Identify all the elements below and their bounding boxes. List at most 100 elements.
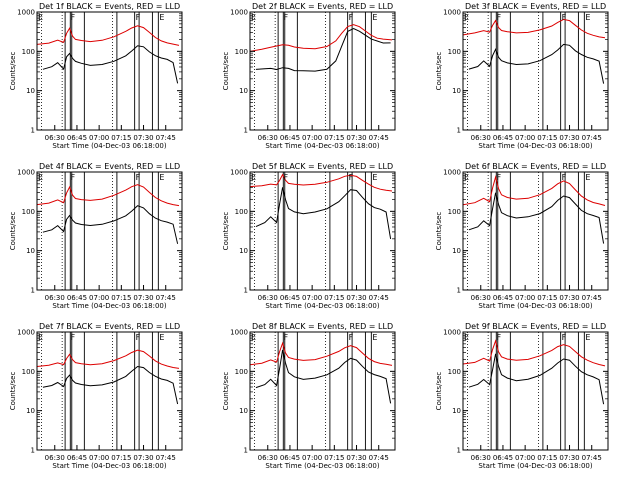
panel-title: Det 6f BLACK = Events, RED = LLD [465,162,606,171]
y-tick-label: 1000 [230,9,248,17]
y-tick-label: 10 [452,407,461,415]
x-tick-label: 07:30 [346,454,366,462]
plot-frame [249,171,396,291]
flag-label: E [38,333,43,342]
panel-title: Det 4f BLACK = Events, RED = LLD [39,162,180,171]
flag-label: F [349,333,354,342]
y-tick-label: 10 [26,87,35,95]
flag-label: E [372,173,377,182]
series-line-lld [463,18,606,39]
y-tick-label: 10 [26,407,35,415]
plot-area [250,172,393,290]
x-tick-label: 07:45 [582,134,602,142]
y-axis-label: Counts/sec [222,212,230,251]
y-tick-label: 1000 [443,169,461,177]
x-tick-label: 06:45 [67,454,87,462]
x-tick-label: 07:45 [369,294,389,302]
plot-frame [36,171,183,291]
x-tick-label: 07:15 [537,134,557,142]
x-tick-label: 06:45 [493,454,513,462]
plot-frame [36,331,183,451]
y-tick-label: 100 [235,368,248,376]
flag-label: E [38,173,43,182]
x-tick-label: 07:30 [346,134,366,142]
x-tick-label: 07:00 [89,294,109,302]
series-line-lld [250,173,393,192]
x-axis-label: Start Time (04-Dec-03 06:18:00) [265,142,379,150]
x-tick-label: 07:45 [369,134,389,142]
flag-label: F [562,173,567,182]
y-tick-label: 1000 [17,9,35,17]
panel-det-2: Det 2f BLACK = Events, RED = LLD E F F E 1 10 1… [222,2,396,150]
x-tick-label: 07:15 [111,454,131,462]
x-tick-label: 06:30 [258,134,278,142]
flag-label: F [349,13,354,22]
x-tick-label: 07:30 [133,454,153,462]
y-tick-label: 100 [235,208,248,216]
x-tick-label: 06:45 [280,454,300,462]
series-line-events [255,349,392,404]
plot-area [37,12,180,130]
x-axis-label: Start Time (04-Dec-03 06:18:00) [265,462,379,470]
flag-label: F [497,173,502,182]
x-tick-label: 06:45 [280,294,300,302]
y-tick-label: 1000 [230,329,248,337]
y-tick-label: 1000 [17,329,35,337]
x-axis-label: Start Time (04-Dec-03 06:18:00) [478,302,592,310]
plot-frame [462,331,609,451]
y-axis-label: Counts/sec [9,212,17,251]
x-tick-label: 07:45 [582,294,602,302]
flag-label: E [159,333,164,342]
series-line-events [255,28,391,72]
x-tick-label: 07:30 [559,134,579,142]
y-tick-label: 1 [31,447,35,455]
series-line-lld [463,175,606,206]
panel-det-4: Det 4f BLACK = Events, RED = LLD E F F E 1 10 1… [9,162,183,310]
series-line-lld [37,349,180,369]
series-line-lld [37,184,180,207]
x-tick-label: 07:45 [156,134,176,142]
y-tick-label: 1 [244,287,248,295]
panel-title: Det 1f BLACK = Events, RED = LLD [39,2,180,11]
series-line-events [255,187,392,239]
panel-title: Det 3f BLACK = Events, RED = LLD [465,2,606,11]
flag-label: F [136,13,141,22]
y-tick-label: 10 [452,87,461,95]
flag-label: E [372,13,377,22]
y-tick-label: 1 [244,127,248,135]
panel-det-5: Det 5f BLACK = Events, RED = LLD E F F E 1 10 1… [222,162,396,310]
x-axis-label: Start Time (04-Dec-03 06:18:00) [52,142,166,150]
y-tick-label: 100 [235,48,248,56]
x-tick-label: 07:15 [324,134,344,142]
x-tick-label: 07:00 [515,134,535,142]
flag-label: F [71,333,76,342]
x-tick-label: 07:00 [515,454,535,462]
plot-area [37,332,180,450]
x-tick-label: 07:15 [111,294,131,302]
panel-det-6: Det 6f BLACK = Events, RED = LLD E F F E 1 10 1… [435,162,609,310]
flag-label: F [284,173,289,182]
x-tick-label: 07:45 [156,454,176,462]
y-tick-label: 1 [457,447,461,455]
x-tick-label: 07:30 [559,294,579,302]
x-tick-label: 06:30 [258,294,278,302]
x-tick-label: 07:00 [89,454,109,462]
series-line-lld [463,339,606,367]
flag-label: E [464,13,469,22]
flag-label: F [71,173,76,182]
y-tick-label: 1000 [17,169,35,177]
flag-label: F [284,333,289,342]
flag-label: F [497,13,502,22]
x-tick-label: 07:15 [324,454,344,462]
y-tick-label: 10 [26,247,35,255]
flag-label: E [585,173,590,182]
x-axis-label: Start Time (04-Dec-03 06:18:00) [478,142,592,150]
x-axis-label: Start Time (04-Dec-03 06:18:00) [52,302,166,310]
series-line-events [468,192,605,244]
x-tick-label: 07:30 [346,294,366,302]
series-line-events [42,205,179,244]
x-axis-label: Start Time (04-Dec-03 06:18:00) [265,302,379,310]
y-tick-label: 1000 [230,169,248,177]
x-tick-label: 07:15 [324,294,344,302]
flag-label: F [284,13,289,22]
